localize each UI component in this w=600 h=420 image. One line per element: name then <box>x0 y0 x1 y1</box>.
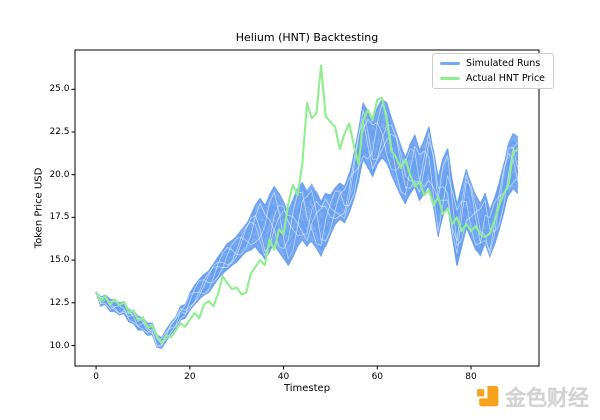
run-gap-highlight <box>95 119 519 347</box>
simulated-runs-line-swatch <box>440 62 460 65</box>
y-axis-label: Token Price USD <box>33 167 45 249</box>
axes-spines <box>74 49 540 367</box>
y-tick-label: 25.0 <box>49 84 70 95</box>
legend-label: Simulated Runs <box>466 58 541 69</box>
legend-item-actual-price: Actual HNT Price <box>440 73 545 84</box>
y-tick-label: 17.5 <box>49 212 70 223</box>
watermark: 金色财经 <box>476 385 589 410</box>
chart-title: Helium (HNT) Backtesting <box>235 31 379 44</box>
legend-label: Actual HNT Price <box>466 73 546 84</box>
golden-finance-logo-icon <box>477 386 499 407</box>
simulated-run-line <box>95 98 519 340</box>
run-gap-highlight <box>95 104 519 339</box>
legend: Simulated Runs Actual HNT Price <box>432 53 555 89</box>
legend-item-simulated-runs: Simulated Runs <box>440 58 545 69</box>
watermark-text: 金色财经 <box>505 385 589 410</box>
x-tick-label: 20 <box>184 372 196 382</box>
x-tick-label: 40 <box>277 372 290 382</box>
actual-price-line-swatch <box>440 77 460 80</box>
x-tick-label: 60 <box>371 372 384 382</box>
y-tick-label: 22.5 <box>49 126 70 137</box>
y-tick-label: 15.0 <box>49 255 70 266</box>
x-tick-label: 80 <box>465 372 477 382</box>
x-axis-label: Timestep <box>283 383 331 394</box>
actual-price-line <box>95 64 519 344</box>
y-tick-label: 20.0 <box>49 169 70 180</box>
y-tick-label: 12.5 <box>49 297 70 308</box>
y-tick-label: 10.0 <box>49 340 70 351</box>
x-tick-label: 0 <box>93 372 99 382</box>
run-gap-highlight <box>95 118 519 345</box>
